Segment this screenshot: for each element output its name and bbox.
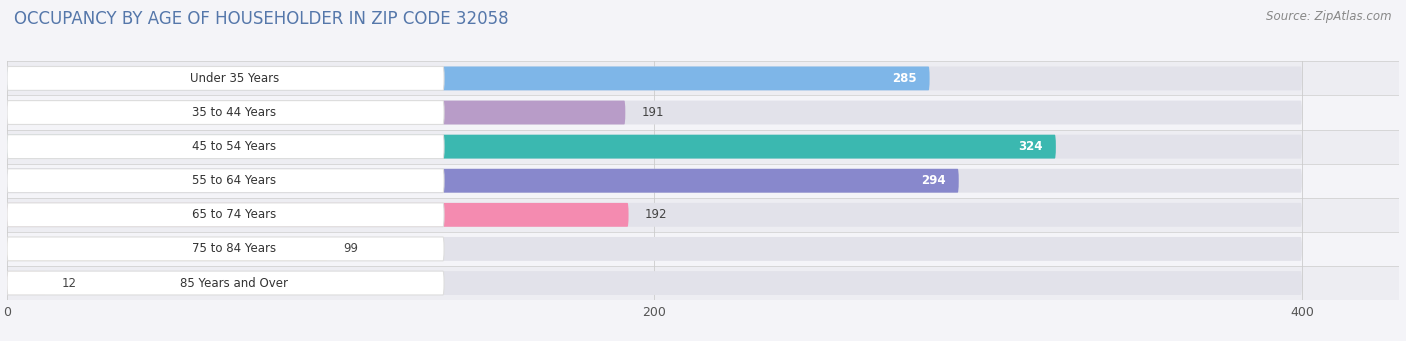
FancyBboxPatch shape bbox=[7, 266, 1399, 300]
FancyBboxPatch shape bbox=[7, 237, 444, 261]
FancyBboxPatch shape bbox=[7, 237, 1302, 261]
FancyBboxPatch shape bbox=[7, 66, 1302, 90]
FancyBboxPatch shape bbox=[7, 237, 328, 261]
FancyBboxPatch shape bbox=[7, 95, 1399, 130]
FancyBboxPatch shape bbox=[7, 61, 1399, 95]
FancyBboxPatch shape bbox=[7, 203, 1302, 227]
Text: Under 35 Years: Under 35 Years bbox=[190, 72, 278, 85]
Text: 192: 192 bbox=[645, 208, 668, 221]
FancyBboxPatch shape bbox=[7, 101, 626, 124]
Text: Source: ZipAtlas.com: Source: ZipAtlas.com bbox=[1267, 10, 1392, 23]
FancyBboxPatch shape bbox=[7, 101, 444, 124]
FancyBboxPatch shape bbox=[7, 198, 1399, 232]
FancyBboxPatch shape bbox=[7, 232, 1399, 266]
Text: 12: 12 bbox=[62, 277, 77, 290]
Text: 99: 99 bbox=[343, 242, 359, 255]
Text: 35 to 44 Years: 35 to 44 Years bbox=[193, 106, 277, 119]
FancyBboxPatch shape bbox=[7, 203, 444, 227]
FancyBboxPatch shape bbox=[7, 135, 1056, 159]
FancyBboxPatch shape bbox=[7, 164, 1399, 198]
Text: 45 to 54 Years: 45 to 54 Years bbox=[193, 140, 277, 153]
FancyBboxPatch shape bbox=[7, 66, 929, 90]
Text: 285: 285 bbox=[891, 72, 917, 85]
FancyBboxPatch shape bbox=[7, 271, 1302, 295]
Text: OCCUPANCY BY AGE OF HOUSEHOLDER IN ZIP CODE 32058: OCCUPANCY BY AGE OF HOUSEHOLDER IN ZIP C… bbox=[14, 10, 509, 28]
Text: 75 to 84 Years: 75 to 84 Years bbox=[193, 242, 277, 255]
FancyBboxPatch shape bbox=[7, 66, 444, 90]
FancyBboxPatch shape bbox=[7, 135, 1302, 159]
Text: 85 Years and Over: 85 Years and Over bbox=[180, 277, 288, 290]
Text: 191: 191 bbox=[641, 106, 664, 119]
FancyBboxPatch shape bbox=[7, 271, 46, 295]
FancyBboxPatch shape bbox=[7, 203, 628, 227]
FancyBboxPatch shape bbox=[7, 130, 1399, 164]
Text: 55 to 64 Years: 55 to 64 Years bbox=[193, 174, 277, 187]
FancyBboxPatch shape bbox=[7, 169, 444, 193]
FancyBboxPatch shape bbox=[7, 101, 1302, 124]
FancyBboxPatch shape bbox=[7, 169, 1302, 193]
FancyBboxPatch shape bbox=[7, 271, 444, 295]
Text: 294: 294 bbox=[921, 174, 946, 187]
FancyBboxPatch shape bbox=[7, 169, 959, 193]
FancyBboxPatch shape bbox=[7, 135, 444, 159]
Text: 65 to 74 Years: 65 to 74 Years bbox=[193, 208, 277, 221]
Text: 324: 324 bbox=[1018, 140, 1043, 153]
